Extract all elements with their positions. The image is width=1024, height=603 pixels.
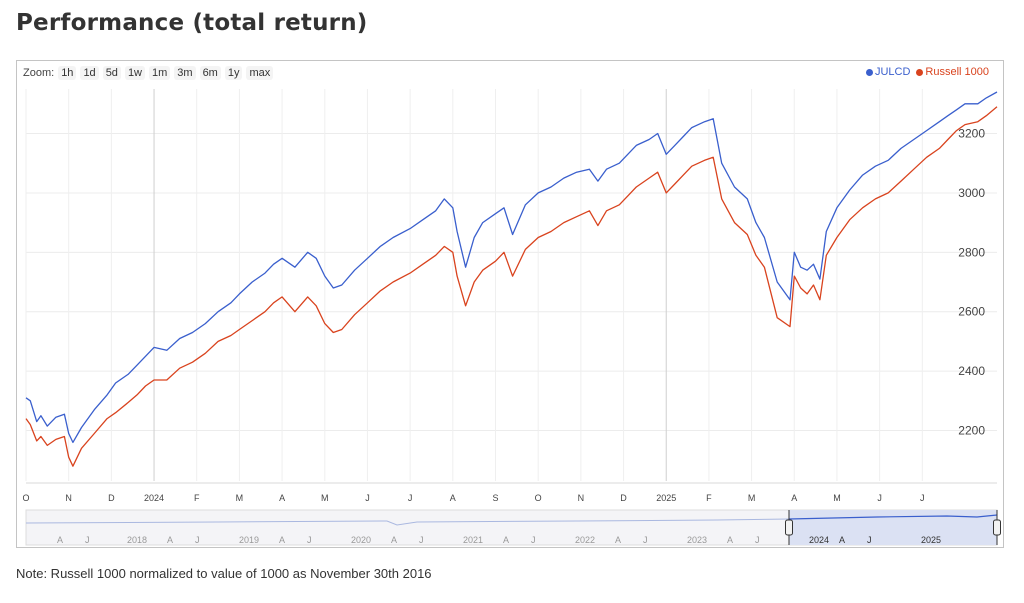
navigator-year-label: 2024 [809,535,829,545]
y-tick-label: 2800 [958,245,985,259]
navigator-month-label: A [503,535,509,545]
navigator-year-label: 2023 [687,535,707,545]
navigator-left-handle[interactable] [785,519,793,536]
x-tick-label: F [194,493,200,503]
navigator-selection[interactable] [789,510,997,545]
navigator-year-label: 2021 [463,535,483,545]
y-tick-label: 3000 [958,186,985,200]
navigator-selected-line [788,514,998,520]
x-tick-label: D [108,493,115,503]
navigator-month-label: A [279,535,285,545]
legend-label-julcd: JULCD [874,66,911,78]
x-tick-label: M [236,493,244,503]
navigator-month-label: A [839,535,845,545]
x-tick-label: F [706,493,712,503]
zoom-button-1y[interactable]: 1y [224,66,243,80]
zoom-button-1h[interactable]: 1h [58,66,77,80]
chart-footnote: Note: Russell 1000 normalized to value o… [16,566,432,581]
legend-label-russell-1000: Russell 1000 [925,66,989,78]
x-tick-label: M [748,493,756,503]
x-tick-label: J [408,493,413,503]
x-tick-label: 2024 [144,493,164,503]
y-tick-label: 2400 [958,364,985,378]
navigator-month-label: J [419,535,424,545]
y-tick-label: 2600 [958,305,985,319]
performance-chart[interactable]: 2200 2400 2600 2800 3000 3200 O N D 2024 F M A M J J A S O… [17,61,1003,547]
x-tick-label: N [578,493,585,503]
legend-item-russell-1000[interactable]: Russell 1000 [916,66,989,78]
legend-marker-russell-1000 [916,68,924,76]
x-tick-label: O [22,493,29,503]
navigator-month-label: J [195,535,200,545]
zoom-button-6m[interactable]: 6m [199,66,221,80]
chart-legend: JULCD Russell 1000 [860,66,989,78]
navigator-month-label: J [643,535,648,545]
navigator-year-label: 2022 [575,535,595,545]
x-tick-label: J [365,493,370,503]
navigator-year-label: 2025 [921,535,941,545]
navigator-month-label: A [391,535,397,545]
legend-marker-julcd [865,68,873,76]
zoom-label: Zoom: [23,67,55,79]
navigator-history-line [25,518,790,526]
x-tick-label: J [877,493,882,503]
navigator-month-label: J [307,535,312,545]
navigator-month-label: J [531,535,536,545]
x-tick-label: M [833,493,841,503]
x-tick-label: A [450,493,456,503]
x-tick-label: J [920,493,925,503]
navigator-month-label: J [85,535,90,545]
x-tick-label: S [492,493,498,503]
series-line-russell-1000[interactable] [25,106,998,467]
navigator-month-label: A [615,535,621,545]
series-line-julcd[interactable] [25,91,998,444]
navigator-right-handle[interactable] [993,519,1001,536]
page-title: Performance (total return) [16,10,368,36]
navigator-month-label: J [755,535,760,545]
zoom-button-1d[interactable]: 1d [80,66,99,80]
chart-container: 2200 2400 2600 2800 3000 3200 O N D 2024 F M A M J J A S O… [16,60,1004,548]
y-tick-label: 2200 [958,424,985,438]
y-tick-label: 3200 [958,127,985,141]
navigator-month-label: A [167,535,173,545]
zoom-button-max[interactable]: max [246,66,274,80]
zoom-toolbar: Zoom: 1h 1d 5d 1w 1m 3m 6m 1y max [23,66,277,80]
x-tick-label: D [620,493,627,503]
zoom-button-5d[interactable]: 5d [102,66,121,80]
navigator-month-label: A [57,535,63,545]
zoom-button-1w[interactable]: 1w [124,66,145,80]
legend-item-julcd[interactable]: JULCD [865,66,911,78]
zoom-button-1m[interactable]: 1m [149,66,171,80]
x-tick-label: A [791,493,797,503]
navigator-year-label: 2020 [351,535,371,545]
navigator-month-label: A [727,535,733,545]
navigator-month-label: J [867,535,872,545]
x-tick-label: A [279,493,285,503]
navigator-year-label: 2019 [239,535,259,545]
x-tick-label: M [321,493,329,503]
x-tick-label: 2025 [656,493,676,503]
navigator-year-label: 2018 [127,535,147,545]
x-tick-label: N [65,493,72,503]
zoom-button-3m[interactable]: 3m [174,66,196,80]
x-tick-label: O [535,493,542,503]
